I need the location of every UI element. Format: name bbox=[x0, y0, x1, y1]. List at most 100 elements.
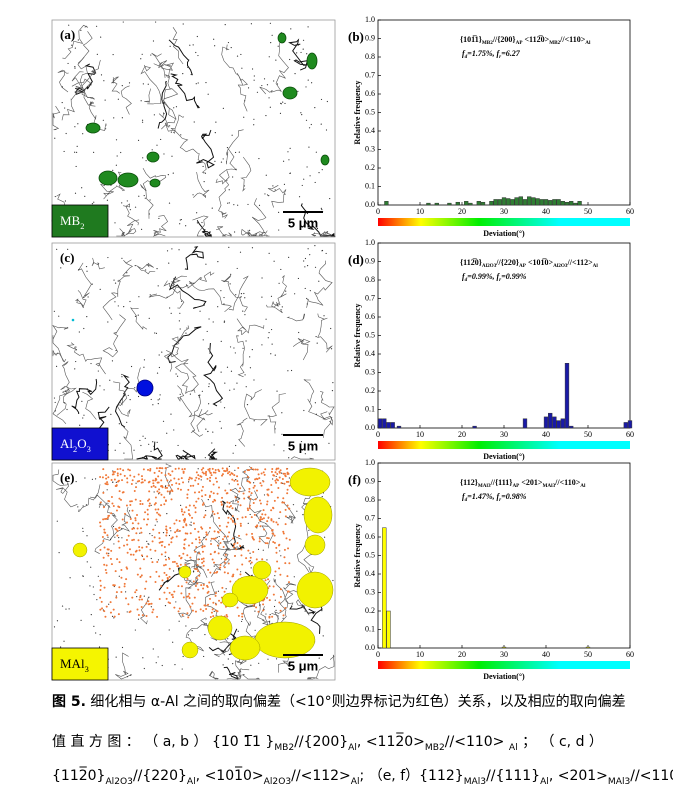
speck bbox=[266, 194, 269, 196]
boundary-dot bbox=[274, 471, 277, 474]
boundary-dot bbox=[226, 535, 229, 538]
boundary-dot bbox=[262, 480, 265, 483]
speck bbox=[92, 586, 94, 588]
speck bbox=[189, 393, 191, 395]
speck bbox=[208, 403, 210, 405]
speck bbox=[54, 401, 56, 404]
grain-boundary bbox=[226, 668, 250, 680]
speck bbox=[121, 85, 123, 87]
bar bbox=[531, 197, 536, 206]
speck bbox=[112, 169, 114, 171]
speck bbox=[141, 53, 143, 55]
speck bbox=[281, 433, 283, 435]
caption: 图 5. 细化相与 α-Al 之间的取向偏差（<10°则边界标记为红色）关系，以… bbox=[52, 693, 626, 710]
speck bbox=[138, 296, 140, 298]
boundary-dot bbox=[109, 557, 112, 560]
bar bbox=[396, 425, 402, 429]
boundary-dot bbox=[209, 571, 212, 574]
speck bbox=[209, 352, 211, 354]
speck bbox=[230, 273, 232, 275]
grain-boundary bbox=[77, 262, 92, 299]
speck bbox=[136, 596, 138, 598]
speck bbox=[205, 81, 207, 84]
speck bbox=[93, 625, 95, 628]
speck bbox=[65, 390, 67, 393]
boundary-dot bbox=[102, 468, 105, 471]
boundary-dot bbox=[274, 479, 277, 482]
boundary-dot bbox=[239, 487, 242, 490]
boundary-dot bbox=[184, 563, 187, 566]
speck bbox=[290, 28, 292, 30]
boundary-dot bbox=[154, 549, 157, 552]
boundary-dot bbox=[158, 488, 161, 491]
speck bbox=[129, 300, 131, 303]
color-bar bbox=[378, 661, 630, 669]
speck bbox=[311, 82, 313, 84]
speck bbox=[82, 527, 84, 529]
bar bbox=[573, 202, 578, 206]
boundary-dot bbox=[117, 613, 120, 616]
bar bbox=[497, 199, 502, 206]
boundary-dot bbox=[237, 614, 240, 617]
speck bbox=[320, 98, 323, 101]
boundary-dot bbox=[219, 564, 222, 567]
boundary-dot bbox=[185, 524, 188, 527]
speck bbox=[282, 617, 284, 619]
boundary-dot bbox=[134, 517, 137, 520]
boundary-dot bbox=[214, 477, 217, 480]
speck bbox=[270, 353, 272, 355]
speck bbox=[289, 58, 291, 61]
speck bbox=[74, 126, 76, 128]
boundary-dot bbox=[212, 500, 215, 503]
particle bbox=[296, 571, 334, 609]
x-tick-label: 60 bbox=[626, 430, 634, 439]
speck bbox=[149, 533, 151, 535]
x-tick-label: 20 bbox=[458, 650, 466, 659]
speck bbox=[93, 151, 95, 153]
speck bbox=[242, 347, 244, 349]
boundary-dot bbox=[101, 535, 104, 538]
y-tick-label: 0.8 bbox=[365, 495, 375, 504]
speck bbox=[227, 638, 229, 640]
boundary-dot bbox=[279, 588, 282, 591]
boundary-dot bbox=[133, 475, 136, 478]
speck bbox=[265, 174, 267, 176]
boundary-dot bbox=[147, 518, 150, 521]
boundary-dot bbox=[107, 554, 110, 557]
boundary-dot bbox=[124, 597, 127, 600]
boundary-dot bbox=[201, 561, 204, 564]
speck bbox=[115, 164, 117, 166]
boundary-dot bbox=[278, 476, 281, 479]
boundary-dot bbox=[201, 485, 204, 488]
speck bbox=[77, 123, 79, 125]
boundary-dot bbox=[212, 601, 215, 604]
boundary-dot bbox=[186, 496, 189, 499]
boundary-dot bbox=[197, 530, 200, 533]
boundary-dot bbox=[209, 616, 212, 619]
boundary-dot bbox=[267, 578, 270, 581]
speck bbox=[86, 561, 88, 563]
boundary-dot bbox=[157, 475, 160, 478]
boundary-dot bbox=[157, 513, 160, 516]
bar bbox=[476, 201, 481, 206]
speck bbox=[129, 209, 132, 211]
speck bbox=[138, 195, 140, 197]
speck bbox=[166, 512, 168, 515]
speck bbox=[112, 525, 115, 528]
boundary-dot bbox=[276, 560, 279, 563]
boundary-dot bbox=[121, 491, 124, 494]
speck bbox=[58, 552, 60, 554]
speck bbox=[304, 453, 306, 455]
boundary-dot bbox=[187, 488, 190, 491]
boundary-dot bbox=[244, 516, 247, 519]
grain-boundary bbox=[102, 314, 126, 358]
speck bbox=[226, 179, 228, 181]
annotation-part: Al bbox=[580, 483, 586, 489]
bar bbox=[556, 199, 561, 206]
grain-boundary bbox=[136, 441, 163, 460]
boundary-dot bbox=[125, 538, 128, 541]
speck bbox=[185, 332, 187, 334]
speck bbox=[267, 337, 269, 339]
y-axis-label: Relative frequency bbox=[353, 523, 362, 587]
boundary-dot bbox=[233, 543, 236, 546]
